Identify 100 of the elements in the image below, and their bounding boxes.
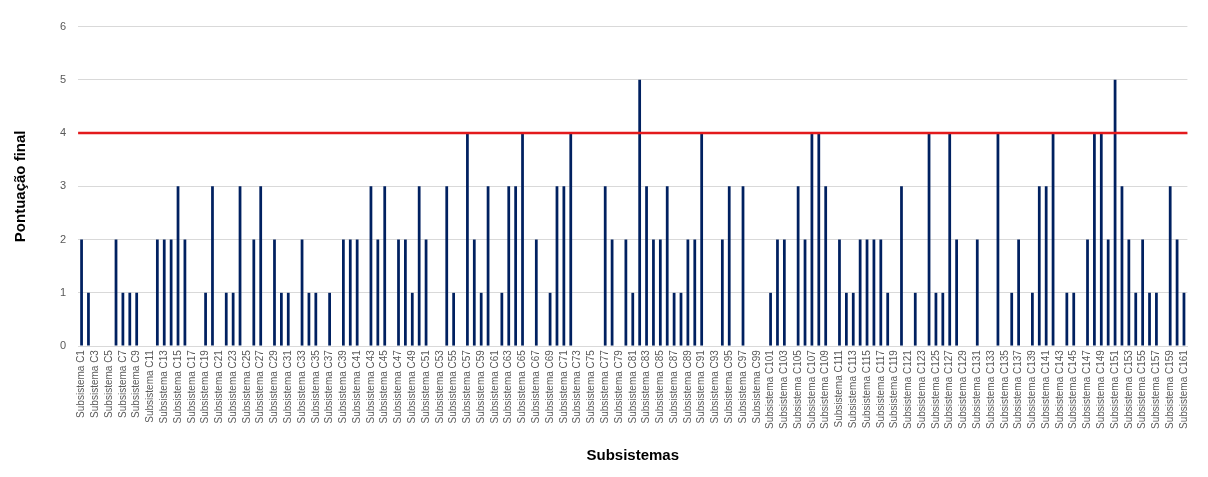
bar — [273, 239, 276, 346]
x-tick-label: Subsistema C121 — [902, 349, 914, 430]
y-tick-label: 4 — [59, 126, 67, 139]
bar — [204, 292, 207, 346]
bar — [851, 292, 855, 346]
bar — [479, 292, 483, 346]
bar — [844, 292, 848, 346]
x-tick-label: Subsistema C19 — [199, 349, 211, 424]
x-tick-label: Subsistema C97 — [736, 349, 748, 424]
bar — [720, 239, 724, 346]
bar — [231, 292, 235, 346]
bar — [782, 239, 786, 346]
bar — [1127, 239, 1131, 346]
bar — [769, 292, 772, 346]
bar — [776, 239, 779, 346]
bar — [259, 186, 263, 346]
bar — [404, 239, 407, 346]
bar — [342, 239, 345, 346]
bar — [886, 292, 890, 346]
x-tick-label: Subsistema C141 — [1039, 349, 1051, 430]
x-tick-label: Subsistema C57 — [461, 349, 473, 424]
x-tick-label: Subsistema C115 — [860, 349, 872, 429]
x-tick-label: Subsistema C105 — [791, 349, 803, 430]
x-tick-label: Subsistema C101 — [764, 349, 776, 430]
x-tick-label: Subsistema C7 — [116, 349, 128, 418]
x-tick-label: Subsistema C53 — [433, 349, 445, 424]
y-tick-label: 5 — [59, 72, 67, 85]
x-tick-label: Subsistema C137 — [1012, 349, 1024, 430]
x-tick-label: Subsistema C129 — [957, 349, 969, 430]
x-tick-label: Subsistema C157 — [1150, 349, 1162, 430]
x-tick-label: Subsistema C23 — [226, 349, 238, 424]
bar — [280, 292, 283, 346]
x-tick-label: Subsistema C91 — [695, 349, 707, 424]
bar — [975, 239, 979, 346]
bar — [1099, 133, 1103, 346]
x-tick-label: Subsistema C35 — [309, 349, 321, 424]
bar — [1017, 239, 1020, 346]
x-tick-label: Subsistema C29 — [268, 349, 280, 424]
x-tick-label: Subsistema C11 — [144, 349, 156, 423]
bar — [858, 239, 862, 346]
bar — [1037, 186, 1041, 346]
x-tick-label: Subsistema C55 — [447, 349, 459, 424]
bar — [658, 239, 662, 346]
bar — [397, 239, 400, 346]
bar — [693, 239, 697, 346]
x-tick-label: Subsistema C147 — [1081, 349, 1093, 430]
x-tick-label: Subsistema C39 — [337, 349, 349, 424]
x-tick-label: Subsistema C89 — [681, 349, 693, 424]
x-tick-label: Subsistema C65 — [516, 349, 528, 424]
bar — [169, 239, 173, 346]
bar — [824, 186, 828, 346]
x-tick-label: Subsistema C33 — [295, 349, 307, 424]
bar — [1072, 292, 1076, 346]
bar — [1134, 292, 1138, 346]
bar — [1031, 292, 1034, 346]
bar — [1148, 292, 1151, 346]
x-tick-label: Subsistema C135 — [998, 349, 1010, 430]
x-tick-label: Subsistema C31 — [282, 349, 294, 424]
x-tick-label: Subsistema C155 — [1136, 349, 1148, 430]
x-tick-label: Subsistema C47 — [392, 349, 404, 424]
x-tick-label: Subsistema C37 — [323, 349, 335, 424]
x-tick-label: Subsistema C99 — [750, 349, 762, 424]
x-tick-label: Subsistema C69 — [543, 349, 555, 424]
bar — [80, 239, 83, 346]
x-tick-label: Subsistema C79 — [612, 349, 624, 424]
x-tick-label: Subsistema C109 — [819, 349, 831, 430]
y-tick-label: 2 — [59, 232, 67, 245]
bar — [87, 292, 90, 346]
x-tick-label: Subsistema C9 — [130, 349, 142, 418]
bar — [452, 292, 456, 346]
y-axis-title: Pontuação final — [11, 130, 29, 243]
bar — [1155, 292, 1158, 346]
bar — [1086, 239, 1089, 346]
bar — [514, 186, 518, 346]
bar — [348, 239, 352, 346]
bar — [941, 292, 945, 346]
x-tick-label: Subsistema C133 — [984, 349, 996, 430]
x-tick-label: Subsistema C43 — [364, 349, 376, 424]
x-tick-label: Subsistema C41 — [350, 349, 362, 424]
x-tick-label: Subsistema C159 — [1163, 349, 1175, 430]
x-tick-label: Subsistema C81 — [626, 349, 638, 424]
x-tick-label: Subsistema C73 — [571, 349, 583, 424]
x-axis-title: Subsistemas — [586, 446, 680, 464]
bar — [1065, 292, 1069, 346]
x-tick-label: Subsistema C75 — [585, 349, 597, 424]
bar — [128, 292, 132, 346]
bar — [445, 186, 449, 346]
x-tick-label: Subsistema C3 — [89, 349, 101, 418]
x-tick-label: Subsistema C103 — [778, 349, 790, 430]
bar — [631, 292, 635, 346]
x-tick-label: Subsistema C61 — [488, 349, 500, 424]
bar — [700, 133, 704, 346]
bar — [155, 239, 159, 346]
bar — [1010, 292, 1014, 346]
bar — [900, 186, 903, 346]
x-tick-label: Subsistema C17 — [185, 349, 197, 424]
x-tick-label: Subsistema C123 — [915, 349, 927, 430]
y-tick-label: 3 — [59, 179, 67, 192]
x-tick-label: Subsistema C49 — [406, 349, 418, 424]
x-tick-label: Subsistema C83 — [640, 349, 652, 424]
